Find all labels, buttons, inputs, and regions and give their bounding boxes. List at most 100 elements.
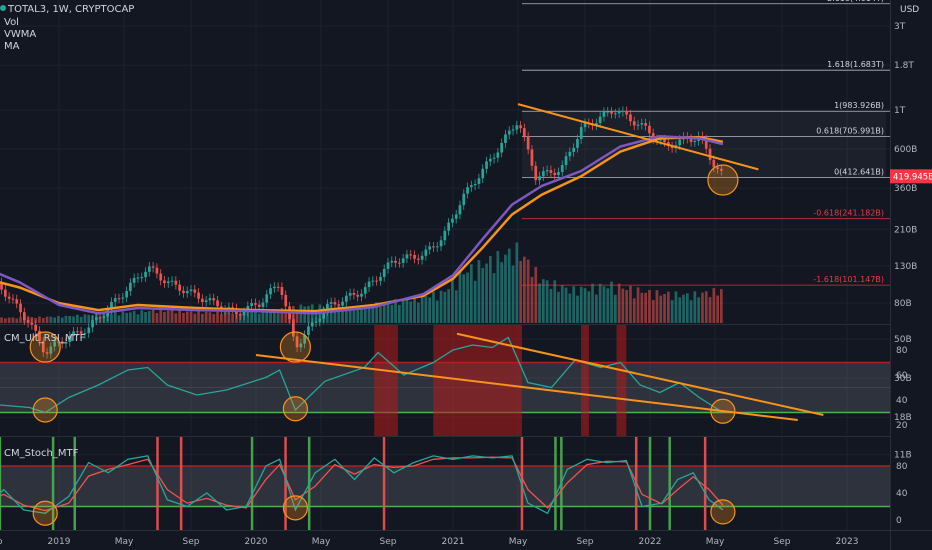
volume-bar — [329, 305, 333, 323]
volume-bar — [598, 283, 602, 323]
candle-body — [204, 300, 208, 302]
volume-bar — [76, 314, 79, 323]
trendline[interactable] — [456, 332, 824, 416]
candle-body — [651, 133, 655, 140]
volume-bar — [466, 272, 469, 323]
price-tick-label: 360B — [894, 184, 917, 194]
candle-body — [19, 303, 22, 313]
rsi-tick-label: 40 — [896, 396, 908, 406]
volume-bar — [356, 305, 360, 323]
highlight-circle[interactable] — [29, 331, 61, 363]
volume-bar — [140, 310, 144, 323]
volume-bar — [606, 288, 610, 323]
rsi-tick-label: 20 — [896, 421, 908, 431]
volume-bar — [708, 297, 712, 323]
candle-body — [113, 298, 117, 302]
volume-bar — [189, 311, 193, 323]
highlight-circle[interactable] — [282, 495, 308, 521]
candle-body — [95, 317, 98, 321]
volume-bar — [542, 279, 545, 323]
candle-body — [670, 146, 674, 149]
stoch-panel-title[interactable]: CM_Stoch_MTF — [4, 448, 79, 459]
volume-bar — [257, 313, 261, 323]
volume-bar — [166, 310, 170, 323]
candle-body — [492, 157, 496, 159]
volume-bar — [470, 264, 473, 323]
volume-bar — [163, 311, 166, 323]
candle-body — [136, 277, 140, 279]
volume-bar — [273, 309, 276, 323]
volume-bar — [185, 311, 189, 323]
indicator-vwma-label[interactable]: VWMA — [4, 29, 36, 40]
highlight-circle[interactable] — [32, 397, 58, 423]
candle-body — [363, 287, 367, 294]
candle-body — [379, 276, 382, 281]
volume-bar — [564, 287, 568, 323]
drawings[interactable] — [29, 103, 824, 526]
volume-bar — [68, 316, 72, 323]
rsi-panel-title[interactable]: CM_Ult_RSI_MTF — [4, 333, 86, 344]
candle-body — [345, 295, 348, 302]
highlight-circle[interactable] — [710, 499, 736, 525]
candle-body — [261, 302, 265, 307]
candle-body — [26, 320, 30, 323]
volume-bar — [148, 311, 151, 323]
time-tick-label: Sep — [183, 537, 200, 547]
candle-body — [174, 280, 178, 285]
volume-bar — [409, 301, 413, 323]
candle-body — [337, 304, 341, 306]
candle-body — [413, 255, 416, 259]
volume-bar — [701, 292, 704, 323]
volume-bar — [57, 316, 60, 323]
candle-body — [560, 165, 564, 172]
candle-body — [79, 331, 83, 334]
volume-bar — [610, 281, 613, 323]
volume-bar — [254, 310, 257, 323]
candle-body — [632, 121, 636, 126]
candle-body — [170, 280, 174, 282]
volume-bar — [220, 314, 223, 323]
indicator-lines — [0, 134, 724, 515]
highlight-circle[interactable] — [710, 398, 736, 424]
volume-bar — [201, 313, 204, 323]
volume-bar — [447, 289, 450, 323]
indicator-vol-label[interactable]: Vol — [4, 17, 19, 28]
stoch-tick-label: 80 — [896, 462, 908, 472]
indicator-ma-label[interactable]: MA — [4, 41, 20, 52]
volume-bar — [712, 288, 716, 323]
candle-body — [189, 289, 193, 291]
highlight-circle[interactable] — [707, 164, 739, 196]
volume-bar — [4, 318, 7, 323]
highlight-circle[interactable] — [279, 331, 311, 363]
candle-body — [265, 294, 269, 303]
candle-body — [201, 298, 204, 302]
candle-body — [193, 289, 197, 293]
volume-bar — [667, 291, 670, 323]
trendline[interactable] — [517, 103, 759, 171]
volume-bar — [208, 312, 212, 323]
candle-body — [87, 327, 91, 334]
volume-bar — [443, 291, 447, 323]
candle-body — [523, 128, 526, 137]
candle-body — [329, 302, 333, 304]
candle-body — [185, 291, 189, 294]
candle-body — [322, 310, 325, 319]
trendline[interactable] — [255, 354, 798, 421]
candle-body — [716, 167, 719, 169]
candle-body — [125, 291, 128, 298]
highlight-circle[interactable] — [282, 396, 308, 422]
volume-bar — [405, 299, 409, 323]
volume-bar — [19, 316, 22, 323]
candle-body — [432, 246, 435, 248]
candle-body — [197, 292, 200, 299]
candle-body — [549, 170, 553, 173]
symbol-title[interactable]: TOTAL3, 1W, CRYPTOCAP — [7, 4, 134, 15]
highlight-circle[interactable] — [32, 500, 58, 526]
volume-bar — [197, 310, 200, 323]
candle-body — [629, 114, 632, 122]
candle-body — [0, 282, 3, 290]
volume-bar — [113, 312, 117, 323]
candle-body — [140, 277, 144, 279]
volume-bar — [579, 286, 583, 323]
